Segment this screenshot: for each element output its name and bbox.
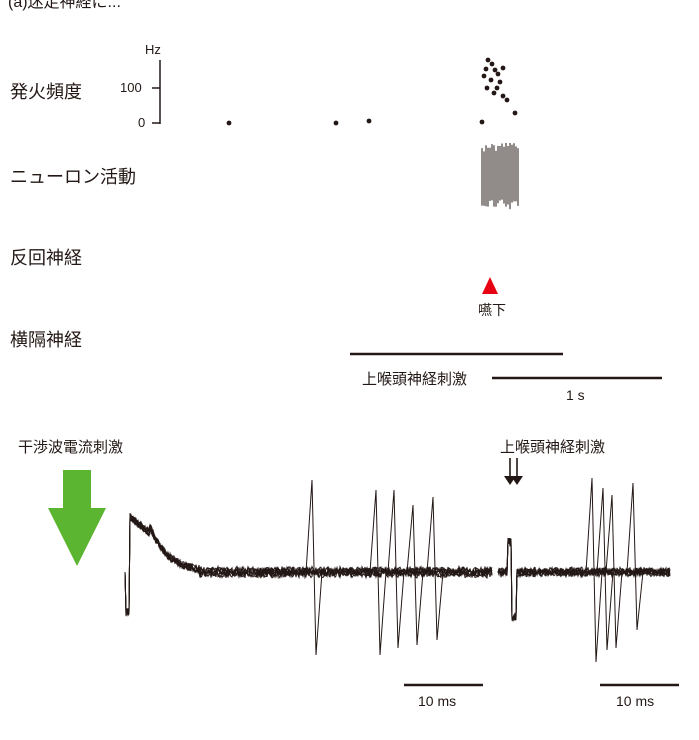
firing-rate-dot	[497, 79, 503, 85]
double-arrow-head-right	[511, 476, 523, 485]
firing-rate-dot	[500, 65, 506, 71]
sln-spike	[596, 487, 614, 651]
freq-unit-label: Hz	[145, 42, 161, 57]
swallow-label: 嚥下	[478, 302, 506, 318]
firing-rate-dot	[479, 119, 485, 125]
firing-rate-dot	[226, 120, 232, 126]
firing-rate-dot	[500, 93, 506, 99]
sln-spike	[605, 494, 623, 649]
scale-label-1s: 1 s	[566, 387, 585, 400]
double-arrow-icon	[509, 458, 518, 478]
ifc-response-sweep	[124, 514, 493, 615]
ifc-label: 干渉波電流刺激	[18, 439, 124, 456]
sln-spike	[585, 477, 603, 663]
firing-rate-dot	[481, 73, 487, 79]
upper-panel-graphics: Hz 100 0 嚥下 上喉頭神経刺激 1 s	[0, 42, 662, 400]
firing-rate-dot	[488, 77, 494, 83]
firing-rate-dots	[226, 57, 518, 126]
frequency-axis	[152, 60, 161, 124]
firing-rate-dot	[494, 85, 500, 91]
sln-response-sweep	[497, 538, 671, 621]
scale-label-10ms-left: 10 ms	[418, 693, 456, 709]
lower-traces	[124, 477, 671, 663]
firing-rate-dot	[483, 66, 489, 72]
firing-rate-dot	[512, 110, 518, 116]
ifc-spike	[305, 479, 323, 656]
firing-rate-dot	[495, 71, 501, 77]
firing-rate-dot	[504, 97, 510, 103]
freq-tick-100: 100	[120, 80, 142, 95]
header-partial-text: (a)迷走神経に...	[8, 0, 121, 11]
sln-response-sweep	[497, 540, 671, 623]
ifc-spike	[387, 489, 405, 649]
ifc-arrow-icon	[48, 470, 106, 566]
neuron-burst-trace	[481, 142, 519, 210]
firing-rate-dot	[333, 120, 339, 126]
swallow-marker-icon	[482, 277, 498, 294]
sln-label: 上喉頭神経刺激	[500, 439, 606, 456]
ifc-spike	[369, 489, 387, 656]
firing-rate-dot	[491, 90, 497, 96]
sln-response-sweep	[497, 537, 671, 621]
freq-tick-0: 0	[138, 115, 145, 130]
firing-rate-dot	[366, 118, 372, 124]
firing-rate-label: 発火頻度	[10, 82, 82, 102]
sln-response-sweep	[497, 537, 671, 619]
recurrent-nerve-label: 反回神経	[10, 248, 82, 268]
neuron-activity-label: ニューロン活動	[10, 167, 136, 187]
stim-label: 上喉頭神経刺激	[362, 371, 467, 388]
sln-response-sweep	[497, 538, 671, 622]
phrenic-nerve-label: 横隔神経	[10, 330, 82, 350]
firing-rate-dot	[485, 57, 491, 63]
ifc-spike	[406, 504, 424, 646]
sln-spike	[626, 482, 644, 631]
ifc-spike	[426, 496, 444, 641]
firing-rate-dot	[484, 85, 490, 91]
upper-traces	[481, 142, 519, 210]
sln-response-sweep	[497, 538, 671, 621]
scale-label-10ms-right: 10 ms	[616, 693, 654, 709]
firing-rate-dot	[489, 61, 495, 67]
firing-rate-dot	[492, 67, 498, 73]
